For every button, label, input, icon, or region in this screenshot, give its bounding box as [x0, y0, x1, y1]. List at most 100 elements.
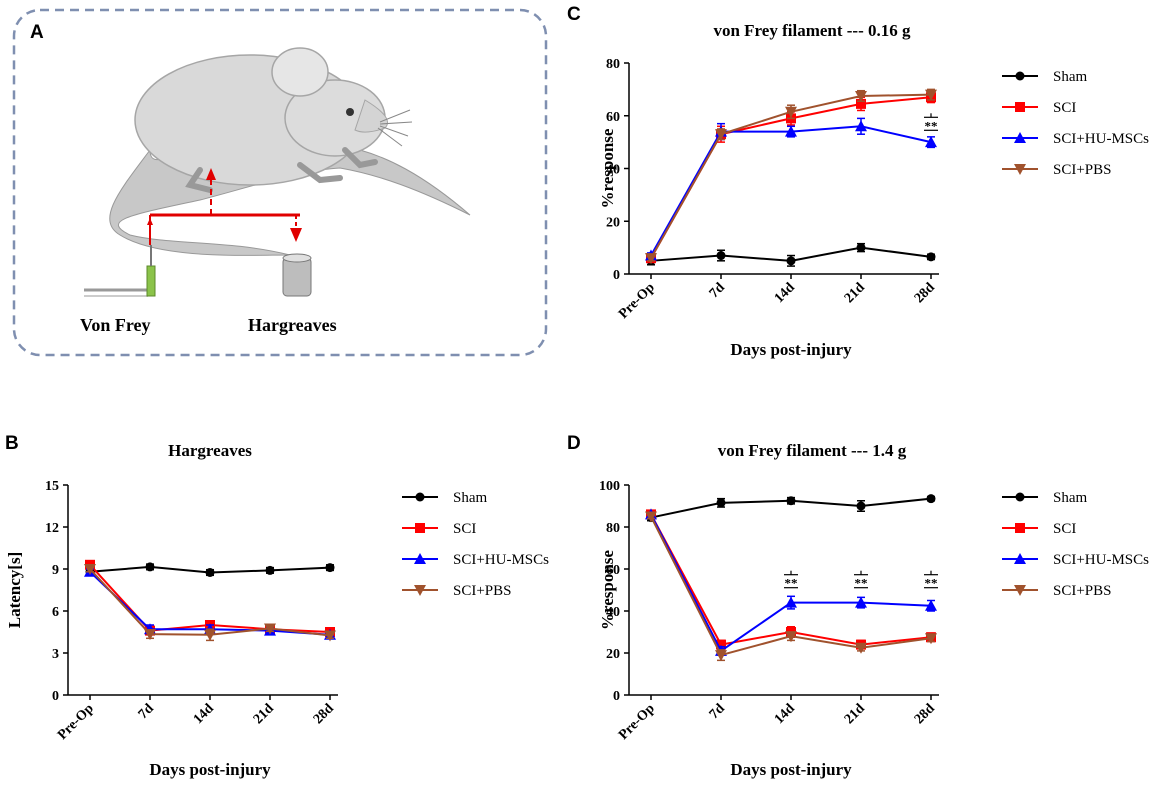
x-tick-label: 14d: [191, 701, 217, 727]
y-tick-label: 15: [45, 479, 59, 494]
legend-marker: [1015, 102, 1025, 112]
mouse-paws-icon: [185, 147, 378, 193]
hargreaves-icon: [282, 253, 312, 297]
legend-marker: [1014, 132, 1026, 143]
panel-label-b: B: [5, 433, 19, 454]
data-point: [645, 253, 657, 265]
data-point: [855, 90, 867, 102]
x-axis-label: Days post-injury: [730, 340, 852, 359]
data-point: [786, 496, 796, 506]
legend-label: SCI+PBS: [453, 583, 512, 599]
data-point: [715, 650, 727, 662]
panel-label-c: C: [567, 4, 581, 25]
x-tick-label: 7d: [136, 701, 157, 722]
panel-label-d: D: [567, 433, 581, 454]
data-point: [855, 642, 867, 654]
data-point: [925, 633, 937, 645]
legend-marker: [1015, 71, 1025, 81]
data-point: [856, 98, 866, 109]
x-tick-label: 14d: [772, 701, 798, 727]
y-tick-label: 0: [52, 689, 59, 704]
data-point: [785, 125, 797, 137]
legend-marker: [415, 492, 425, 502]
data-point: [785, 631, 797, 643]
series-line: [650, 125, 932, 257]
y-axis-label: Latency[s]: [5, 552, 24, 628]
significance-label: **: [855, 576, 868, 591]
x-tick-label: 14d: [772, 280, 798, 306]
data-point: [205, 568, 215, 577]
x-tick-label: Pre-Op: [616, 701, 658, 743]
x-tick-label: 21d: [251, 701, 277, 727]
legend-marker: [414, 553, 426, 564]
series-sci-pbs: [84, 564, 336, 642]
mouse-eye-icon: [346, 108, 354, 116]
legend-label: SCI+PBS: [1053, 583, 1112, 599]
data-point: [855, 596, 867, 608]
data-point: [324, 630, 336, 642]
y-tick-label: 80: [606, 521, 620, 536]
y-tick-label: 60: [606, 563, 620, 578]
y-tick-label: 60: [606, 110, 620, 125]
data-point: [925, 89, 937, 101]
data-point: [84, 564, 96, 575]
y-axis-label: %response: [598, 128, 617, 208]
chart-title: von Frey filament --- 1.4 g: [718, 441, 907, 460]
y-tick-label: 20: [606, 215, 620, 230]
chart-title: Hargreaves: [168, 441, 252, 460]
y-tick-label: 40: [606, 605, 620, 620]
chart-c-von-frey-0-16g: von Frey filament --- 0.16 g 0 20 40 60 80 Pre…: [598, 21, 1149, 359]
data-point: [325, 563, 335, 573]
von-frey-label: Von Frey: [80, 315, 151, 335]
data-point: [264, 623, 276, 635]
y-tick-label: 9: [52, 563, 59, 578]
data-point: [716, 639, 726, 650]
panel-a-illustration: A Von Fre: [12, 8, 548, 357]
legend-marker: [415, 523, 425, 533]
data-point: [785, 596, 797, 608]
data-point: [716, 498, 726, 508]
data-point: [145, 562, 155, 572]
x-tick-label: 28d: [311, 701, 337, 727]
y-tick-label: 3: [52, 647, 59, 662]
data-point: [785, 106, 797, 118]
data-point: [926, 252, 936, 262]
legend-marker: [414, 585, 426, 596]
stimulus-diagram-icon: [147, 168, 302, 245]
x-axis-label: Days post-injury: [730, 760, 852, 779]
series-sci-pbs: [645, 88, 937, 265]
chart-b-hargreaves: Hargreaves 0 3 6 9 12 15 Pre-Op 7d 14d 21d 28d Days …: [5, 441, 549, 779]
data-point: [716, 251, 726, 261]
legend-label: SCI+PBS: [1053, 162, 1112, 178]
significance-label: **: [785, 576, 798, 591]
legend-label: Sham: [1053, 490, 1088, 506]
data-point: [265, 565, 275, 575]
mouse-whiskers-icon: [377, 109, 413, 147]
y-axis-label: %response: [598, 550, 617, 630]
series-sham: [85, 562, 335, 577]
data-point: [855, 120, 867, 132]
series-sci-pbs: [645, 511, 937, 662]
data-point: [786, 256, 796, 266]
y-tick-label: 80: [606, 57, 620, 72]
series-sham: [646, 494, 936, 523]
legend-label: Sham: [1053, 69, 1088, 85]
legend-marker: [1014, 164, 1026, 175]
data-point: [925, 599, 937, 611]
x-tick-label: 21d: [842, 701, 868, 727]
data-point: [715, 129, 727, 141]
x-axis-label: Days post-injury: [149, 760, 271, 779]
x-tick-label: 21d: [842, 280, 868, 306]
legend-marker: [1015, 523, 1025, 533]
series-sham: [646, 242, 936, 267]
y-tick-label: 0: [613, 268, 620, 283]
x-tick-label: 28d: [912, 280, 938, 306]
y-tick-label: 0: [613, 689, 620, 704]
x-tick-label: Pre-Op: [55, 701, 97, 743]
panel-label-a: A: [30, 22, 44, 43]
x-tick-label: 28d: [912, 701, 938, 727]
data-point: [856, 243, 866, 253]
hargreaves-label: Hargreaves: [248, 315, 337, 335]
legend-label: SCI+HU-MSCs: [453, 552, 549, 568]
